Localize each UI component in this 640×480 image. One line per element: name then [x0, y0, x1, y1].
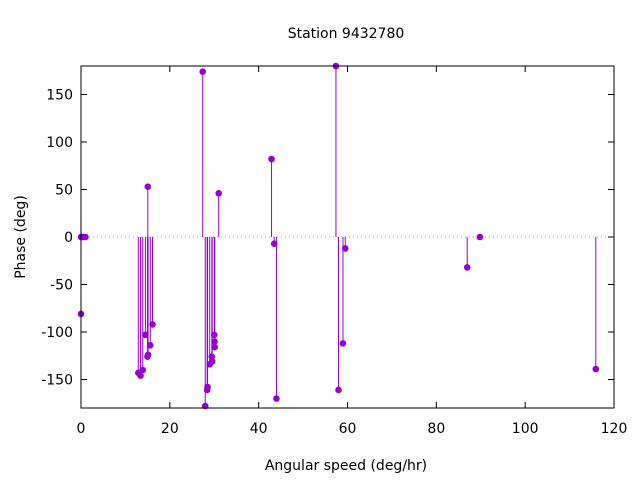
y-tick-label: -50 — [50, 278, 73, 294]
y-tick-label: 150 — [46, 88, 73, 104]
y-tick-label: -100 — [41, 325, 73, 341]
data-point — [341, 245, 349, 252]
data-point — [268, 155, 275, 163]
data-point — [139, 366, 147, 374]
data-point — [149, 321, 156, 328]
data-point — [144, 183, 152, 190]
data-point — [339, 340, 347, 347]
x-axis-ticks: 0 20 40 60 80 100 120 — [77, 66, 628, 437]
x-tick-label: 40 — [250, 421, 268, 437]
x-axis-label: Angular speed (deg/hr) — [265, 458, 427, 474]
data-point — [463, 264, 471, 271]
data-point — [215, 190, 222, 197]
x-tick-label: 120 — [601, 421, 628, 437]
data-point — [199, 68, 207, 75]
y-tick-label: 50 — [55, 183, 73, 199]
y-axis-ticks: -150 -100 -50 0 50 100 150 — [41, 88, 614, 389]
data-point — [137, 372, 144, 380]
data-point — [208, 358, 216, 365]
y-tick-label: 0 — [64, 230, 73, 246]
y-tick-label: -150 — [41, 373, 73, 389]
x-tick-label: 100 — [512, 421, 539, 437]
data-point — [270, 240, 278, 247]
data-point — [335, 386, 342, 394]
data-point — [211, 343, 218, 351]
x-tick-label: 20 — [161, 421, 179, 437]
plot-frame — [80, 65, 615, 409]
data-point — [146, 342, 154, 349]
x-tick-label: 0 — [77, 421, 86, 437]
data-point — [476, 233, 484, 241]
data-point — [204, 383, 211, 391]
x-tick-label: 80 — [427, 421, 445, 437]
y-axis-label: Phase (deg) — [13, 195, 29, 279]
data-point — [144, 351, 152, 359]
data-point — [273, 395, 280, 402]
y-tick-label: 100 — [46, 135, 73, 151]
data-point — [592, 365, 600, 373]
x-tick-label: 60 — [339, 421, 357, 437]
chart-title: Station 9432780 — [288, 26, 405, 42]
data-marks — [77, 62, 600, 410]
data-point — [82, 233, 89, 241]
